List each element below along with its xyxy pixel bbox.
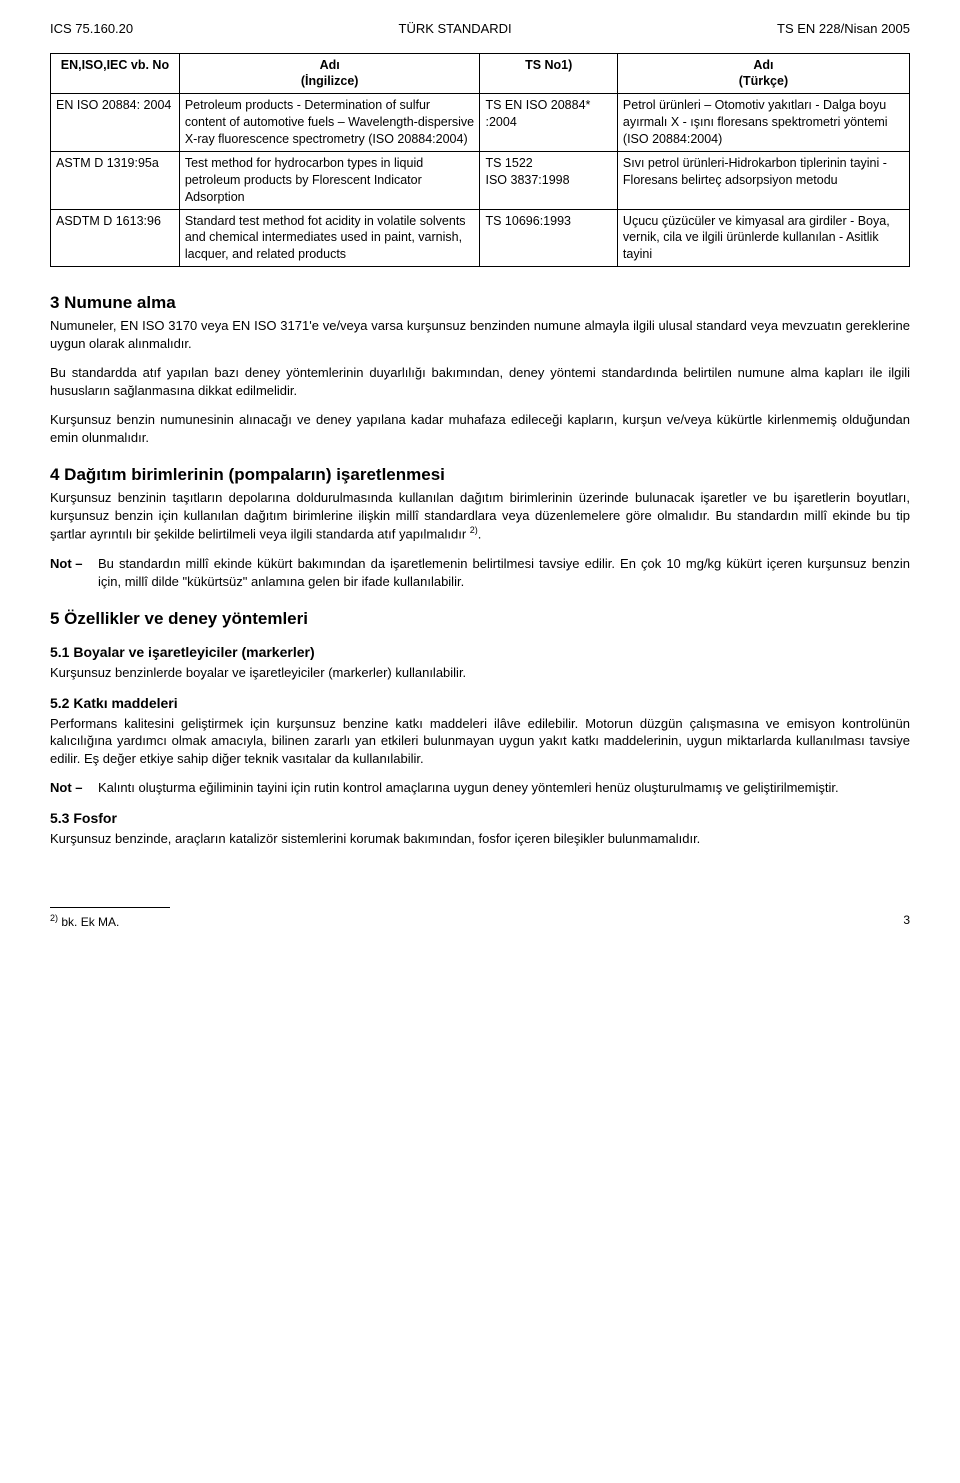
section-3-p1: Numuneler, EN ISO 3170 veya EN ISO 3171'… <box>50 317 910 352</box>
section-5-2-title: 5.2 Katkı maddeleri <box>50 694 910 713</box>
section-4-title: 4 Dağıtım birimlerinin (pompaların) işar… <box>50 464 910 487</box>
cell-tr: Petrol ürünleri – Otomotiv yakıtları - D… <box>617 94 909 152</box>
table-header-row: EN,ISO,IEC vb. No Adı (İngilizce) TS No1… <box>51 53 910 94</box>
section-3-title: 3 Numune alma <box>50 292 910 315</box>
note-text: Bu standardın millî ekinde kükürt bakımı… <box>98 555 910 590</box>
cell-tsno: TS 10696:1993 <box>480 209 617 267</box>
th-no: EN,ISO,IEC vb. No <box>51 53 180 94</box>
note-text: Kalıntı oluşturma eğiliminin tayini için… <box>98 779 910 797</box>
cell-en: Standard test method fot acidity in vola… <box>179 209 480 267</box>
section-5-1-title: 5.1 Boyalar ve işaretleyiciler (markerle… <box>50 643 910 662</box>
table-row: ASTM D 1319:95a Test method for hydrocar… <box>51 151 910 209</box>
footnote-ref-2: 2) <box>470 525 478 535</box>
section-5-2-note: Not – Kalıntı oluşturma eğiliminin tayin… <box>50 779 910 797</box>
section-4-p1: Kurşunsuz benzinin taşıtların depolarına… <box>50 489 910 543</box>
section-5-3-title: 5.3 Fosfor <box>50 809 910 828</box>
section-5-2-p: Performans kalitesini geliştirmek için k… <box>50 715 910 768</box>
th-tr: Adı (Türkçe) <box>617 53 909 94</box>
footnote-marker: 2) <box>50 913 58 923</box>
header-right: TS EN 228/Nisan 2005 <box>777 20 910 38</box>
section-5-3-p: Kurşunsuz benzinde, araçların katalizör … <box>50 830 910 848</box>
section-4-note: Not – Bu standardın millî ekinde kükürt … <box>50 555 910 590</box>
standards-table: EN,ISO,IEC vb. No Adı (İngilizce) TS No1… <box>50 53 910 268</box>
cell-no: EN ISO 20884: 2004 <box>51 94 180 152</box>
header-center: TÜRK STANDARDI <box>399 20 512 38</box>
cell-tr: Uçucu çüzücüler ve kimyasal ara girdiler… <box>617 209 909 267</box>
table-row: EN ISO 20884: 2004 Petroleum products - … <box>51 94 910 152</box>
cell-no: ASTM D 1319:95a <box>51 151 180 209</box>
footnote-separator <box>50 907 170 908</box>
cell-en: Petroleum products - Determination of su… <box>179 94 480 152</box>
page-footer: 2) bk. Ek MA. 3 <box>50 912 910 930</box>
page-number: 3 <box>903 912 910 930</box>
cell-en: Test method for hydrocarbon types in liq… <box>179 151 480 209</box>
header-left: ICS 75.160.20 <box>50 20 133 38</box>
section-5-1-p: Kurşunsuz benzinlerde boyalar ve işaretl… <box>50 664 910 682</box>
cell-tr: Sıvı petrol ürünleri-Hidrokarbon tipleri… <box>617 151 909 209</box>
cell-tsno: TS 1522 ISO 3837:1998 <box>480 151 617 209</box>
cell-tsno: TS EN ISO 20884* :2004 <box>480 94 617 152</box>
page-header: ICS 75.160.20 TÜRK STANDARDI TS EN 228/N… <box>50 20 910 38</box>
note-label: Not – <box>50 779 98 797</box>
cell-no: ASDTM D 1613:96 <box>51 209 180 267</box>
th-en: Adı (İngilizce) <box>179 53 480 94</box>
section-5-title: 5 Özellikler ve deney yöntemleri <box>50 608 910 631</box>
section-3-p3: Kurşunsuz benzin numunesinin alınacağı v… <box>50 411 910 446</box>
footnote-text: 2) bk. Ek MA. <box>50 912 119 930</box>
note-label: Not – <box>50 555 98 590</box>
table-row: ASDTM D 1613:96 Standard test method fot… <box>51 209 910 267</box>
th-tsno: TS No1) <box>480 53 617 94</box>
section-3-p2: Bu standardda atıf yapılan bazı deney yö… <box>50 364 910 399</box>
